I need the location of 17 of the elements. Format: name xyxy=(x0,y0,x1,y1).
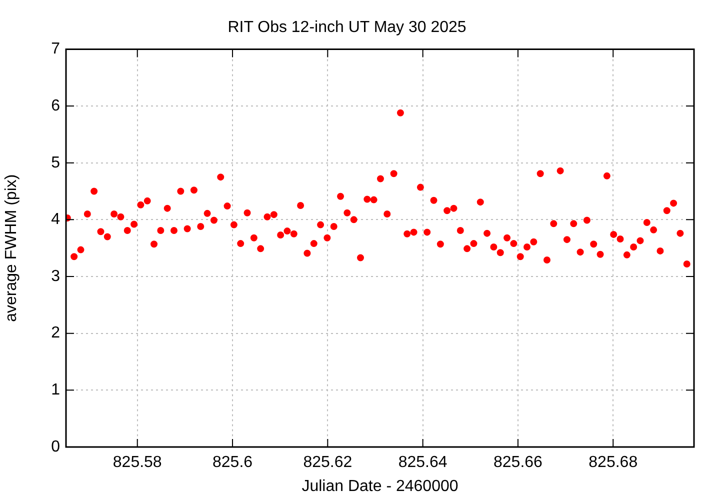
chart-title: RIT Obs 12-inch UT May 30 2025 xyxy=(228,19,466,36)
y-axis-title: average FWHM (pix) xyxy=(3,174,20,322)
y-tick-label: 3 xyxy=(51,268,60,285)
x-tick-label: 825.68 xyxy=(588,454,638,472)
y-tick-label: 4 xyxy=(51,211,60,228)
x-tick-label: 825.58 xyxy=(112,454,162,472)
x-tick-label: 825.66 xyxy=(494,454,543,472)
y-tick-label: 1 xyxy=(51,382,60,399)
x-tick-label: 825.62 xyxy=(303,454,352,472)
x-axis-title: Julian Date - 2460000 xyxy=(302,478,458,495)
x-tick-label: 825.6 xyxy=(212,454,253,472)
y-tick-label: 0 xyxy=(51,438,60,456)
x-tick-label: 825.64 xyxy=(398,454,448,472)
y-tick-label: 6 xyxy=(51,97,60,114)
y-tick-label: 2 xyxy=(51,324,60,342)
y-tick-label: 5 xyxy=(51,154,60,172)
y-tick-label: 7 xyxy=(51,40,60,58)
